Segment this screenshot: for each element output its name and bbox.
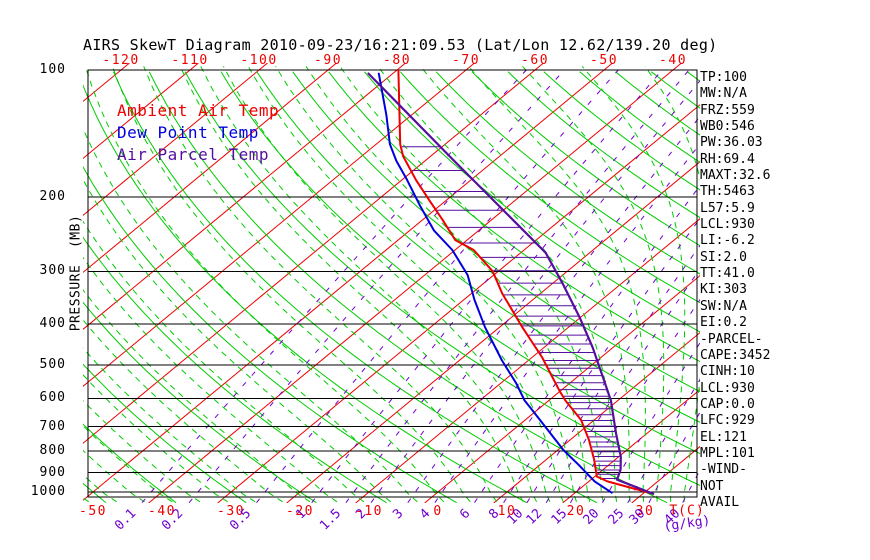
stats-line: LFC:929 [700, 413, 755, 429]
temp-axis-bottom-tick: -30 [217, 504, 245, 519]
chart-title: AIRS SkewT Diagram 2010-09-23/16:21:09.5… [83, 36, 718, 54]
curve-dew-point [377, 72, 613, 494]
temp-axis-bottom-tick: 20 [566, 504, 586, 519]
temp-axis-top-tick: -70 [452, 53, 481, 68]
temp-axis-bottom-tick: -50 [79, 504, 107, 519]
stats-line: EI:0.2 [700, 315, 747, 331]
pressure-grid-lines [87, 69, 698, 498]
pressure-axis-tick: 800 [39, 443, 66, 459]
stats-line: MPL:101 [700, 445, 755, 461]
pressure-axis-tick: 300 [39, 263, 66, 279]
stats-line: KI:303 [700, 282, 747, 298]
temp-axis-top-tick: -80 [383, 53, 412, 68]
legend-ambient-air-temp: Ambient Air Temp [117, 101, 280, 120]
temp-axis-bottom-tick: 10 [497, 504, 517, 519]
temp-axis-bottom-tick: 30 [635, 504, 655, 519]
stats-line: SI:2.0 [700, 249, 747, 265]
cape-hatch-region [401, 146, 620, 480]
stats-line: CAPE:3452 [700, 347, 771, 363]
stats-line: MW:N/A [700, 86, 747, 102]
temp-axis-top-tick: -60 [521, 53, 550, 68]
temp-axis-bottom-tick: -10 [355, 504, 383, 519]
stats-line: L57:5.9 [700, 200, 755, 216]
stats-line: CAP:0.0 [700, 396, 755, 412]
temp-axis-bottom-tick: 0 [433, 504, 443, 519]
temp-axis-bottom-tick: -20 [286, 504, 314, 519]
stats-line: AVAIL [700, 494, 740, 510]
pressure-axis-tick: 900 [39, 464, 66, 480]
temp-axis-top-tick: -110 [171, 53, 209, 68]
stats-line: WB0:546 [700, 119, 755, 135]
legend-air-parcel-temp: Air Parcel Temp [117, 145, 269, 164]
stats-line: TP:100 [700, 70, 747, 85]
stats-line: CINH:10 [700, 364, 755, 380]
temp-axis-top-tick: -100 [240, 53, 278, 68]
pressure-axis-tick: 1000 [30, 484, 66, 499]
pressure-axis-tick: 500 [39, 356, 66, 372]
pressure-axis-title: PRESSURE (MB) [68, 214, 84, 332]
stats-line: -PARCEL- [700, 331, 763, 347]
temp-axis-top-tick: -90 [314, 53, 343, 68]
curve-ambient-temp [397, 69, 655, 495]
pressure-axis-tick: 700 [39, 418, 66, 434]
legend-dew-point-temp: Dew Point Temp [117, 123, 259, 142]
stats-panel: TP:100 MW:N/A FRZ:559 WB0:546 PW:36.03 RH:69.… [700, 70, 770, 511]
pressure-axis-tick: 100 [39, 62, 66, 77]
stats-line: FRZ:559 [700, 102, 755, 118]
stats-line: NOT [700, 478, 724, 494]
pressure-axis-tick: 600 [39, 390, 66, 406]
stats-line: PW:36.03 [700, 135, 763, 151]
stats-line: RH:69.4 [700, 151, 755, 167]
stats-line: SW:N/A [700, 298, 747, 314]
temp-axis-top-tick: -120 [102, 53, 140, 68]
stats-line: LCL:930 [700, 380, 755, 396]
stats-line: LCL:930 [700, 217, 755, 233]
temp-axis-top-tick: -50 [590, 53, 619, 68]
temp-axis-top-tick: -40 [659, 53, 688, 68]
stats-line: TH:5463 [700, 184, 755, 200]
temp-axis-bottom-tick: -40 [148, 504, 176, 519]
pressure-axis-tick: 200 [39, 189, 66, 205]
stats-line: -WIND- [700, 462, 747, 478]
stats-line: TT:41.0 [700, 266, 755, 282]
curve-air-parcel [367, 72, 655, 495]
stats-line: LI:-6.2 [700, 233, 755, 249]
stats-line: MAXT:32.6 [700, 168, 771, 184]
temp-axis-title: T(C) [669, 503, 705, 519]
stats-line: EL:121 [700, 429, 747, 445]
pressure-axis-tick: 400 [39, 316, 66, 332]
